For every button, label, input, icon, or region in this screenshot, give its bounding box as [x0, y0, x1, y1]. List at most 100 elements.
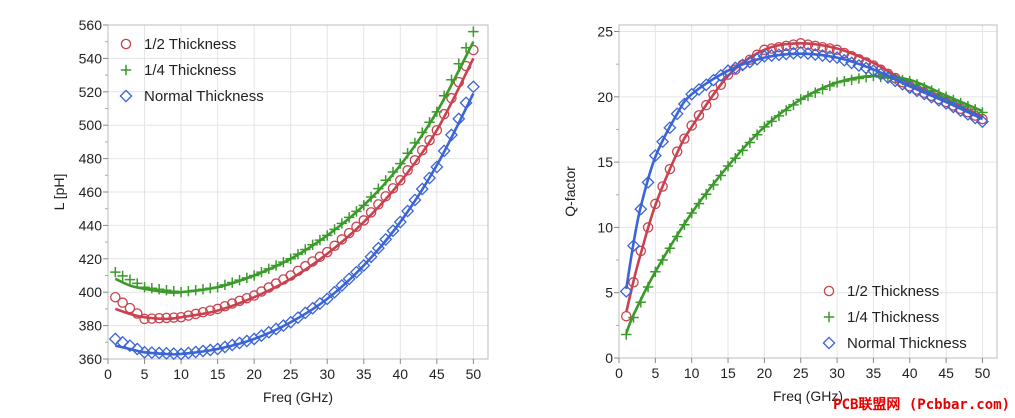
data-point: [686, 120, 697, 131]
data-point: [153, 313, 165, 324]
series-3: [619, 45, 989, 298]
data-point: [409, 137, 421, 149]
data-point: [628, 312, 639, 323]
data-point: [677, 97, 691, 111]
y-tick-label: 460: [79, 184, 103, 200]
legend-label: 1/2 Thickness: [847, 283, 939, 300]
x-tick-label: 35: [356, 366, 372, 382]
data-point: [256, 266, 267, 278]
data-point: [903, 81, 917, 95]
data-point: [911, 79, 923, 90]
data-point: [657, 254, 668, 266]
data-point: [248, 270, 260, 281]
data-point: [174, 347, 188, 361]
data-point: [444, 128, 458, 142]
data-point: [335, 279, 349, 293]
y-tick-label: 5: [605, 285, 613, 301]
data-point: [839, 47, 850, 59]
data-point: [386, 224, 400, 238]
data-point: [183, 285, 194, 297]
x-tick-label: 0: [104, 366, 112, 382]
data-point: [351, 206, 362, 217]
data-point: [161, 312, 172, 324]
data-point: [146, 282, 158, 294]
data-point: [342, 272, 356, 286]
data-point: [715, 170, 726, 181]
data-point: [874, 67, 888, 81]
data-point: [358, 215, 370, 226]
data-point: [946, 100, 960, 114]
x-tick-label: 5: [141, 366, 149, 382]
data-point: [395, 158, 406, 169]
data-point: [795, 94, 806, 105]
data-point: [940, 91, 952, 103]
data-point: [365, 207, 377, 218]
x-tick-label: 50: [975, 365, 991, 381]
data-point: [146, 313, 158, 324]
data-point: [379, 232, 393, 246]
data-point: [795, 38, 806, 49]
q-factor-chart: 0 5 10 15 20 25 30 35 40 45 50 0 5 10 15 20 25 Freq (GHz)…: [562, 24, 998, 404]
data-point: [721, 64, 735, 78]
x-tick-label: 40: [393, 366, 409, 382]
data-point: [234, 295, 245, 307]
data-point: [780, 40, 792, 52]
data-point: [961, 107, 975, 121]
data-point: [853, 73, 865, 84]
data-point: [701, 189, 712, 200]
data-point: [437, 144, 451, 158]
data-point: [343, 227, 355, 239]
data-point: [766, 116, 777, 127]
data-point: [839, 75, 850, 87]
data-point: [336, 218, 348, 229]
data-point: [975, 115, 989, 129]
data-point: [750, 52, 764, 66]
data-point: [417, 127, 428, 138]
data-point: [131, 308, 143, 319]
data-point: [722, 160, 734, 172]
data-point: [926, 85, 937, 96]
data-point: [810, 40, 821, 52]
data-point: [657, 181, 668, 192]
data-point: [431, 106, 443, 118]
data-point: [219, 279, 231, 291]
data-point: [225, 338, 239, 352]
data-point: [219, 300, 231, 312]
data-point: [415, 182, 429, 196]
data-point: [948, 94, 959, 106]
data-point: [314, 234, 326, 246]
data-point: [380, 191, 391, 202]
data-point: [226, 298, 238, 309]
data-point: [241, 272, 253, 284]
y-axis-label: Q-factor: [562, 166, 578, 217]
data-point: [117, 297, 128, 308]
data-point: [124, 274, 136, 285]
data-point: [321, 246, 333, 258]
data-point: [278, 256, 289, 268]
data-point: [670, 107, 684, 121]
legend-marker: [823, 311, 835, 323]
legend-marker: [120, 64, 132, 76]
data-point: [197, 306, 209, 318]
data-point: [117, 270, 128, 282]
x-tick-label: 20: [757, 365, 773, 381]
legend-label: Normal Thickness: [847, 335, 967, 352]
data-point: [371, 241, 385, 255]
data-point: [635, 245, 647, 257]
data-point: [679, 219, 690, 230]
data-point: [693, 110, 705, 121]
data-point: [203, 343, 217, 357]
y-tick-label: 15: [597, 154, 613, 170]
y-tick-label: 480: [79, 151, 103, 167]
data-point: [817, 41, 828, 53]
data-point: [402, 148, 413, 159]
data-point: [708, 89, 719, 101]
x-tick-label: 0: [615, 365, 623, 381]
data-point: [373, 183, 384, 194]
data-point: [139, 313, 150, 325]
y-tick-label: 540: [79, 50, 103, 66]
data-point: [765, 49, 779, 63]
data-point: [431, 124, 443, 136]
data-point: [139, 281, 150, 293]
